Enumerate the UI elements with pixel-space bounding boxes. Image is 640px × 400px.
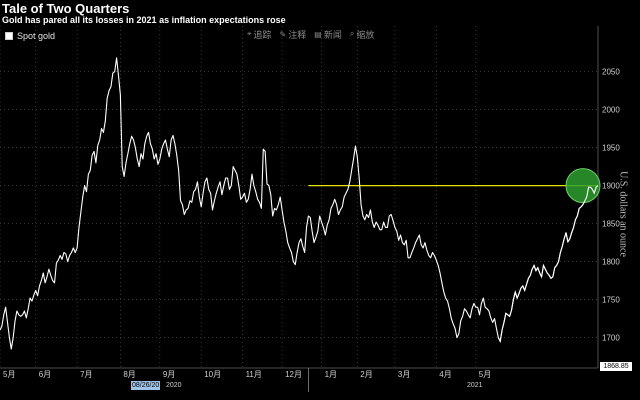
- y-axis-label: U.S. dollars an ounce: [617, 171, 629, 257]
- x-tick-label-190: 2月: [360, 370, 372, 379]
- y-tick-label-1900: 1900: [602, 182, 620, 191]
- spot-gold-series-line: [0, 57, 599, 350]
- zoom-icon: ⌕: [349, 29, 355, 38]
- y-tick-label-1950: 1950: [602, 144, 620, 153]
- toolbar-track-label: 追踪: [253, 29, 272, 40]
- toolbar-zoom[interactable]: ⌕ 缩放: [350, 28, 375, 41]
- toolbar-news[interactable]: ▤ 新闻: [314, 28, 342, 41]
- x-tick-label-171: 1月: [325, 370, 337, 379]
- date-marker: 08/26/20: [131, 381, 161, 390]
- chart-title: Tale of Two Quarters: [2, 1, 130, 16]
- toolbar-annotate-label: 注释: [288, 29, 307, 40]
- y-tick-label-1750: 1750: [602, 296, 620, 305]
- crosshair-icon: ⌖: [247, 29, 252, 38]
- highlight-circle: [565, 168, 601, 204]
- legend-label-spot-gold: Spot gold: [17, 31, 56, 41]
- chart-header: Tale of Two Quarters Gold has pared all …: [0, 0, 640, 26]
- x-tick-label-85: 9月: [163, 370, 175, 379]
- x-tick-label-107: 10月: [204, 370, 221, 379]
- x-tick-label-129: 11月: [246, 370, 262, 379]
- spot-gold-series-tail: [497, 185, 599, 344]
- x-tick-label-232: 4月: [439, 370, 451, 379]
- chart-subtitle: Gold has pared all its losses in 2021 as…: [2, 15, 286, 25]
- x-tick-label-41: 7月: [80, 370, 92, 379]
- x-tick-label-0: 5月: [3, 370, 15, 379]
- year-label-2021: 2021: [467, 382, 483, 389]
- toolbar-track[interactable]: ⌖ 追踪: [247, 28, 272, 41]
- last-price-tag: 1868.85: [600, 362, 632, 371]
- legend-swatch-spot-gold: [5, 32, 13, 40]
- y-tick-label-1850: 1850: [602, 220, 620, 229]
- x-tick-label-150: 12月: [285, 370, 302, 379]
- toolbar-annotate[interactable]: ✎ 注释: [280, 28, 307, 41]
- x-tick-label-19: 6月: [39, 370, 51, 379]
- x-tick-label-64: 8月: [123, 370, 135, 379]
- y-tick-label-2000: 2000: [602, 106, 620, 115]
- x-tick-label-210: 3月: [398, 370, 410, 379]
- news-icon: ▤: [314, 29, 322, 39]
- toolbar-zoom-label: 缩放: [356, 29, 375, 40]
- y-tick-label-2050: 2050: [602, 68, 620, 77]
- x-tick-label-253: 5月: [479, 370, 491, 379]
- y-tick-label-1700: 1700: [602, 334, 620, 343]
- annotate-icon: ✎: [279, 29, 287, 39]
- legend: Spot gold: [5, 31, 55, 41]
- y-tick-label-1800: 1800: [602, 258, 620, 267]
- chart-toolbar: ⌖ 追踪 ✎ 注释 ▤ 新闻 ⌕ 缩放: [247, 28, 374, 40]
- year-label-2020: 2020: [166, 382, 182, 389]
- toolbar-news-label: 新闻: [323, 29, 342, 40]
